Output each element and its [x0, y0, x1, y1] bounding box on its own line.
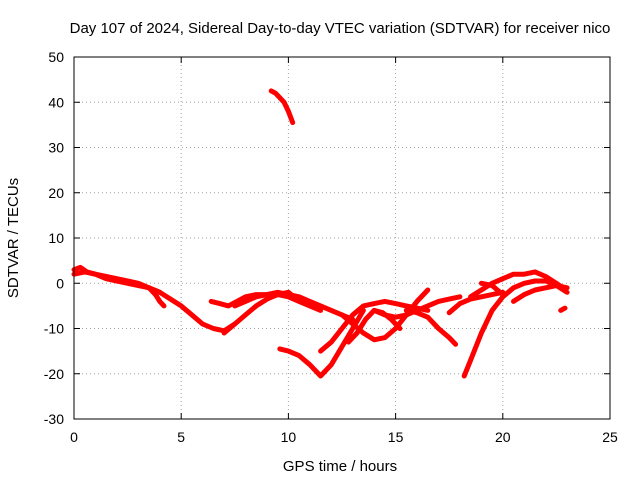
data-series — [71, 88, 570, 379]
x-axis-label: GPS time / hours — [283, 458, 397, 475]
x-tick-label: 0 — [70, 429, 78, 445]
y-tick-label: 10 — [48, 230, 64, 246]
y-tick-label: -30 — [44, 411, 64, 427]
y-tick-label: 50 — [48, 49, 64, 65]
series-pass-15 — [461, 278, 570, 379]
x-tick-label: 15 — [388, 429, 404, 445]
series-pass-13 — [403, 307, 459, 347]
series-pass-18 — [511, 283, 570, 304]
x-tick-label: 10 — [281, 429, 297, 445]
axis-ticks: 0 5 10 15 20 25 -30 -20 -10 0 10 20 30 40 50 — [44, 49, 618, 445]
y-tick-label: -20 — [44, 366, 64, 382]
series-pass-3 — [146, 285, 167, 309]
grid — [74, 57, 610, 419]
series-pass-10 — [339, 287, 431, 343]
x-tick-label: 20 — [495, 429, 511, 445]
series-pass-6 — [232, 289, 356, 322]
x-tick-label: 5 — [177, 429, 185, 445]
y-axis-label: SDTVAR / TECUs — [5, 178, 22, 298]
series-pass-8 — [277, 307, 366, 379]
series-pass-7 — [268, 88, 296, 126]
y-tick-label: 20 — [48, 185, 64, 201]
y-tick-label: 0 — [56, 275, 64, 291]
x-tick-label: 25 — [602, 429, 618, 445]
y-tick-label: 30 — [48, 140, 64, 156]
series-pass-19 — [558, 305, 568, 313]
series-pass-14 — [446, 289, 506, 316]
series-pass-17 — [478, 280, 506, 298]
chart-title: Day 107 of 2024, Sidereal Day-to-day VTE… — [70, 20, 611, 37]
y-tick-label: 40 — [48, 94, 64, 110]
y-tick-label: -10 — [44, 321, 64, 337]
